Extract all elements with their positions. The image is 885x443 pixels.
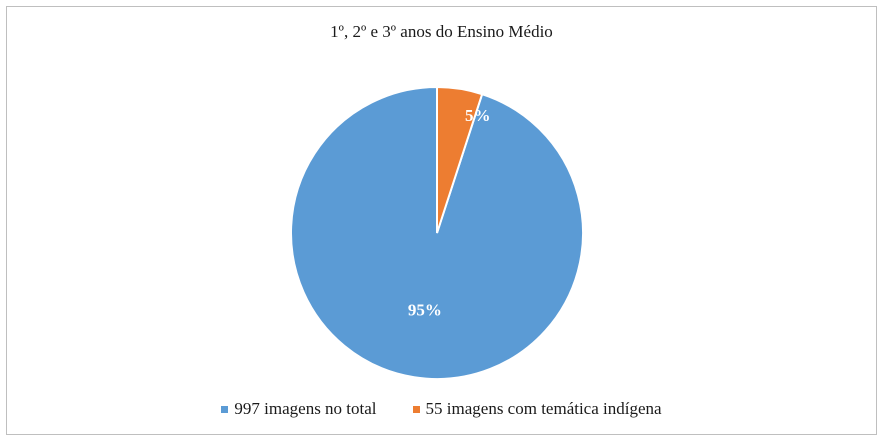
legend-label-1: 55 imagens com temática indígena [425,399,662,418]
chart-frame: 1º, 2º e 3º anos do Ensino Médio 95% 5% 9… [6,6,877,435]
slice-label-0: 95% [408,300,442,319]
legend-item: 55 imagens com temática indígena [412,399,662,419]
legend-item: 997 imagens no total [221,399,377,419]
legend-swatch-0 [221,405,229,413]
legend-swatch-1 [412,405,420,413]
chart-title: 1º, 2º e 3º anos do Ensino Médio [330,22,553,41]
slice-label-1: 5% [465,106,491,125]
legend: 997 imagens no total 55 imagens com temá… [7,399,876,419]
legend-label-0: 997 imagens no total [234,399,377,418]
pie-labels: 95% 5% [408,106,491,320]
pie-slice-1 [436,85,484,234]
pie-slices [290,85,584,380]
pie-chart: 95% 5% [290,85,584,380]
